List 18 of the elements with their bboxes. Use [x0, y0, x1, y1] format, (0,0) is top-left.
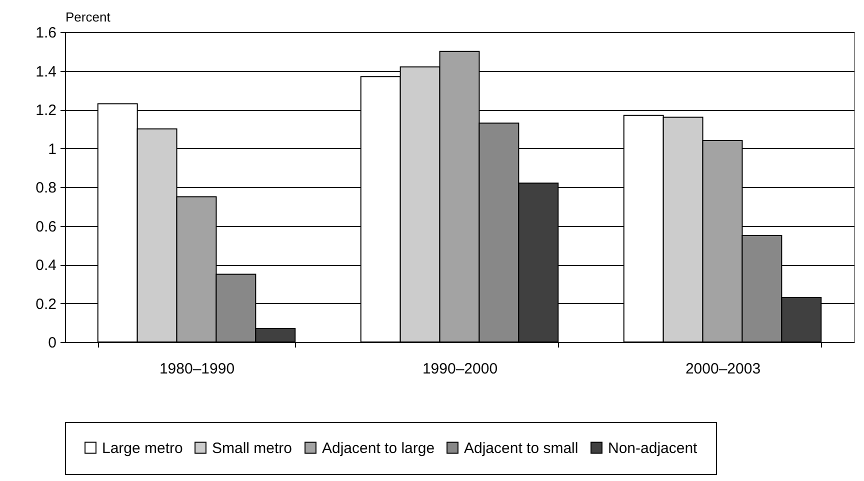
x-tick-label: 2000–2003	[685, 360, 761, 378]
legend-label: Adjacent to large	[322, 440, 435, 457]
legend-label: Small metro	[212, 440, 292, 457]
y-tick-label: 0.4	[36, 257, 56, 274]
y-tick-label: 0.2	[36, 296, 56, 313]
y-axis-title: Percent	[66, 10, 111, 24]
x-tick-label: 1980–1990	[159, 360, 235, 378]
y-tick-label: 1	[48, 140, 56, 158]
x-tick-label: 1990–2000	[422, 360, 498, 378]
y-tick-label: 0.8	[36, 180, 56, 196]
y-tick-label: 1.2	[36, 102, 56, 119]
legend-label: Non-adjacent	[608, 440, 698, 457]
y-tick-label: 1.6	[36, 24, 56, 42]
legend-label: Large metro	[102, 440, 183, 457]
y-tick-label: 0.6	[36, 218, 56, 236]
y-tick-label: 0	[48, 334, 56, 352]
legend-label: Adjacent to small	[464, 440, 578, 457]
y-tick-label: 1.4	[36, 63, 56, 80]
